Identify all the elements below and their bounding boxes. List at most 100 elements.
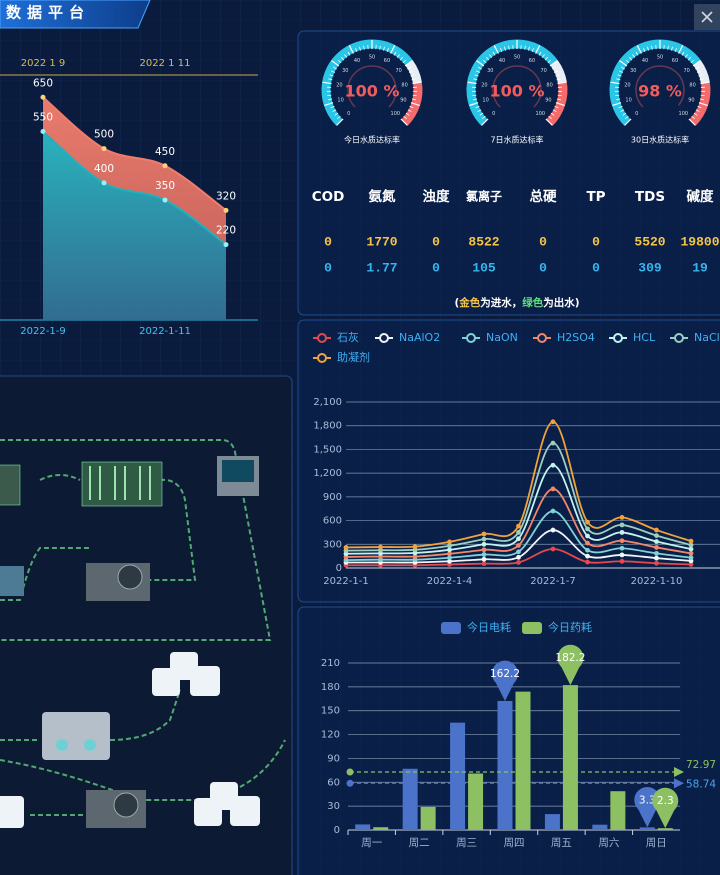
- data-point: [585, 553, 590, 559]
- gauge-minor-tick: [399, 56, 404, 61]
- bar: [450, 722, 466, 830]
- close-button[interactable]: [694, 4, 720, 30]
- gauge-tick-label: 0: [635, 111, 638, 117]
- bar: [657, 828, 673, 830]
- x-tick-label: 2022-1-10: [631, 576, 683, 587]
- gauge-tick-label: 80: [546, 82, 552, 88]
- chemical-bags: [0, 652, 260, 828]
- gauge-minor-tick: [411, 78, 416, 81]
- table-header: 总硬: [530, 188, 558, 205]
- equipment: [0, 456, 260, 828]
- y-tick-label: 2,100: [313, 397, 342, 408]
- gauge-minor-tick: [412, 94, 417, 97]
- bag: [230, 796, 260, 826]
- data-point: [619, 545, 625, 551]
- data-point: [481, 547, 487, 553]
- x-tick-label: 周日: [646, 837, 667, 849]
- gauge-progress: [492, 65, 542, 108]
- gauge-minor-tick: [556, 98, 562, 101]
- table-header: 氯离子: [466, 189, 502, 204]
- gauge-minor-tick: [403, 115, 407, 119]
- pipe: [0, 689, 181, 741]
- gauge-minor-tick: [622, 112, 627, 116]
- gauge-tick: [624, 118, 632, 126]
- data-point: [550, 486, 556, 492]
- average-start: [346, 768, 354, 776]
- legend-label: 今日电耗: [467, 620, 511, 634]
- x-tick-label: 2022-1-7: [530, 576, 575, 587]
- table-cell: 1.77: [366, 260, 397, 275]
- data-point: [688, 542, 694, 548]
- gauge-minor-tick: [553, 70, 558, 73]
- gauge-tick-label: 40: [354, 58, 360, 64]
- gauge-tick: [410, 102, 420, 107]
- note-text: (: [454, 297, 459, 309]
- gauge-tick-label: 20: [624, 82, 630, 88]
- tank-water: [222, 460, 254, 482]
- y-tick-label: 1,500: [313, 444, 342, 455]
- series-line: [345, 420, 692, 549]
- legend-label: 今日药耗: [548, 620, 592, 634]
- pipe: [0, 439, 272, 641]
- gauge-tick-label: 10: [337, 98, 343, 104]
- gauge-minor-tick: [327, 98, 333, 101]
- gauge-tick: [700, 81, 710, 85]
- y-tick-label: 1,200: [313, 468, 342, 479]
- pin: [652, 787, 679, 829]
- table-header: 浊度: [423, 188, 450, 205]
- legend-label: NaClO: [694, 331, 720, 344]
- average-arrow: [674, 778, 684, 789]
- table-cell: 0: [539, 234, 547, 249]
- gauge-minor-tick: [617, 74, 622, 77]
- data-point: [516, 560, 521, 565]
- gauge-minor-tick: [334, 112, 339, 116]
- data-point: [516, 536, 521, 542]
- data-point: [516, 530, 521, 535]
- legend-label: H2SO4: [557, 331, 595, 344]
- page-title: 数据平台: [6, 4, 90, 22]
- gauge-tick-label: 90: [688, 98, 694, 104]
- close-icon[interactable]: [701, 11, 713, 23]
- gauge-minor-tick: [347, 51, 351, 56]
- gauge-minor-tick: [643, 48, 646, 53]
- legend-marker: [466, 333, 476, 343]
- gauge-minor-tick: [531, 48, 534, 53]
- table-cell: 19800: [680, 234, 719, 249]
- gauge-progress: [347, 65, 397, 108]
- gauge-minor-tick: [383, 46, 385, 51]
- pin-label: 3.3: [639, 794, 656, 806]
- table-cell: 5520: [634, 234, 665, 249]
- gauge-minor-tick: [674, 48, 677, 53]
- x-tick-label: 周五: [551, 837, 572, 849]
- data-label: 400: [94, 163, 114, 175]
- data-point: [654, 550, 659, 556]
- gauge-tick: [549, 60, 558, 67]
- gauge-minor-tick: [651, 45, 653, 50]
- top-tick-label: 2022 1 9: [21, 58, 66, 69]
- gauge-minor-tick: [407, 109, 412, 113]
- gauge-tick-label: 90: [400, 98, 406, 104]
- bag: [190, 666, 220, 696]
- bar: [639, 827, 655, 830]
- gauge-minor-tick: [681, 51, 685, 56]
- gauge-minor-tick: [697, 105, 702, 109]
- table-cell: 0: [592, 234, 600, 249]
- pin-label: 162.2: [490, 668, 520, 680]
- gauge-value: 98 %: [638, 82, 682, 101]
- gauge-minor-tick: [340, 56, 345, 61]
- gauge-minor-tick: [700, 94, 705, 97]
- gauge-minor-tick: [500, 48, 503, 53]
- data-point: [654, 555, 659, 561]
- gauge-tick-label: 10: [625, 98, 631, 104]
- legend-swatch: [441, 622, 461, 634]
- data-point: [619, 515, 625, 520]
- building-vent: [84, 739, 96, 751]
- data-point: [585, 533, 590, 539]
- fan: [117, 564, 143, 590]
- data-point: [654, 545, 659, 550]
- gauge-minor-tick: [615, 98, 621, 101]
- data-point: [550, 462, 556, 468]
- bar: [355, 824, 371, 830]
- gauge-tick-label: 40: [642, 58, 648, 64]
